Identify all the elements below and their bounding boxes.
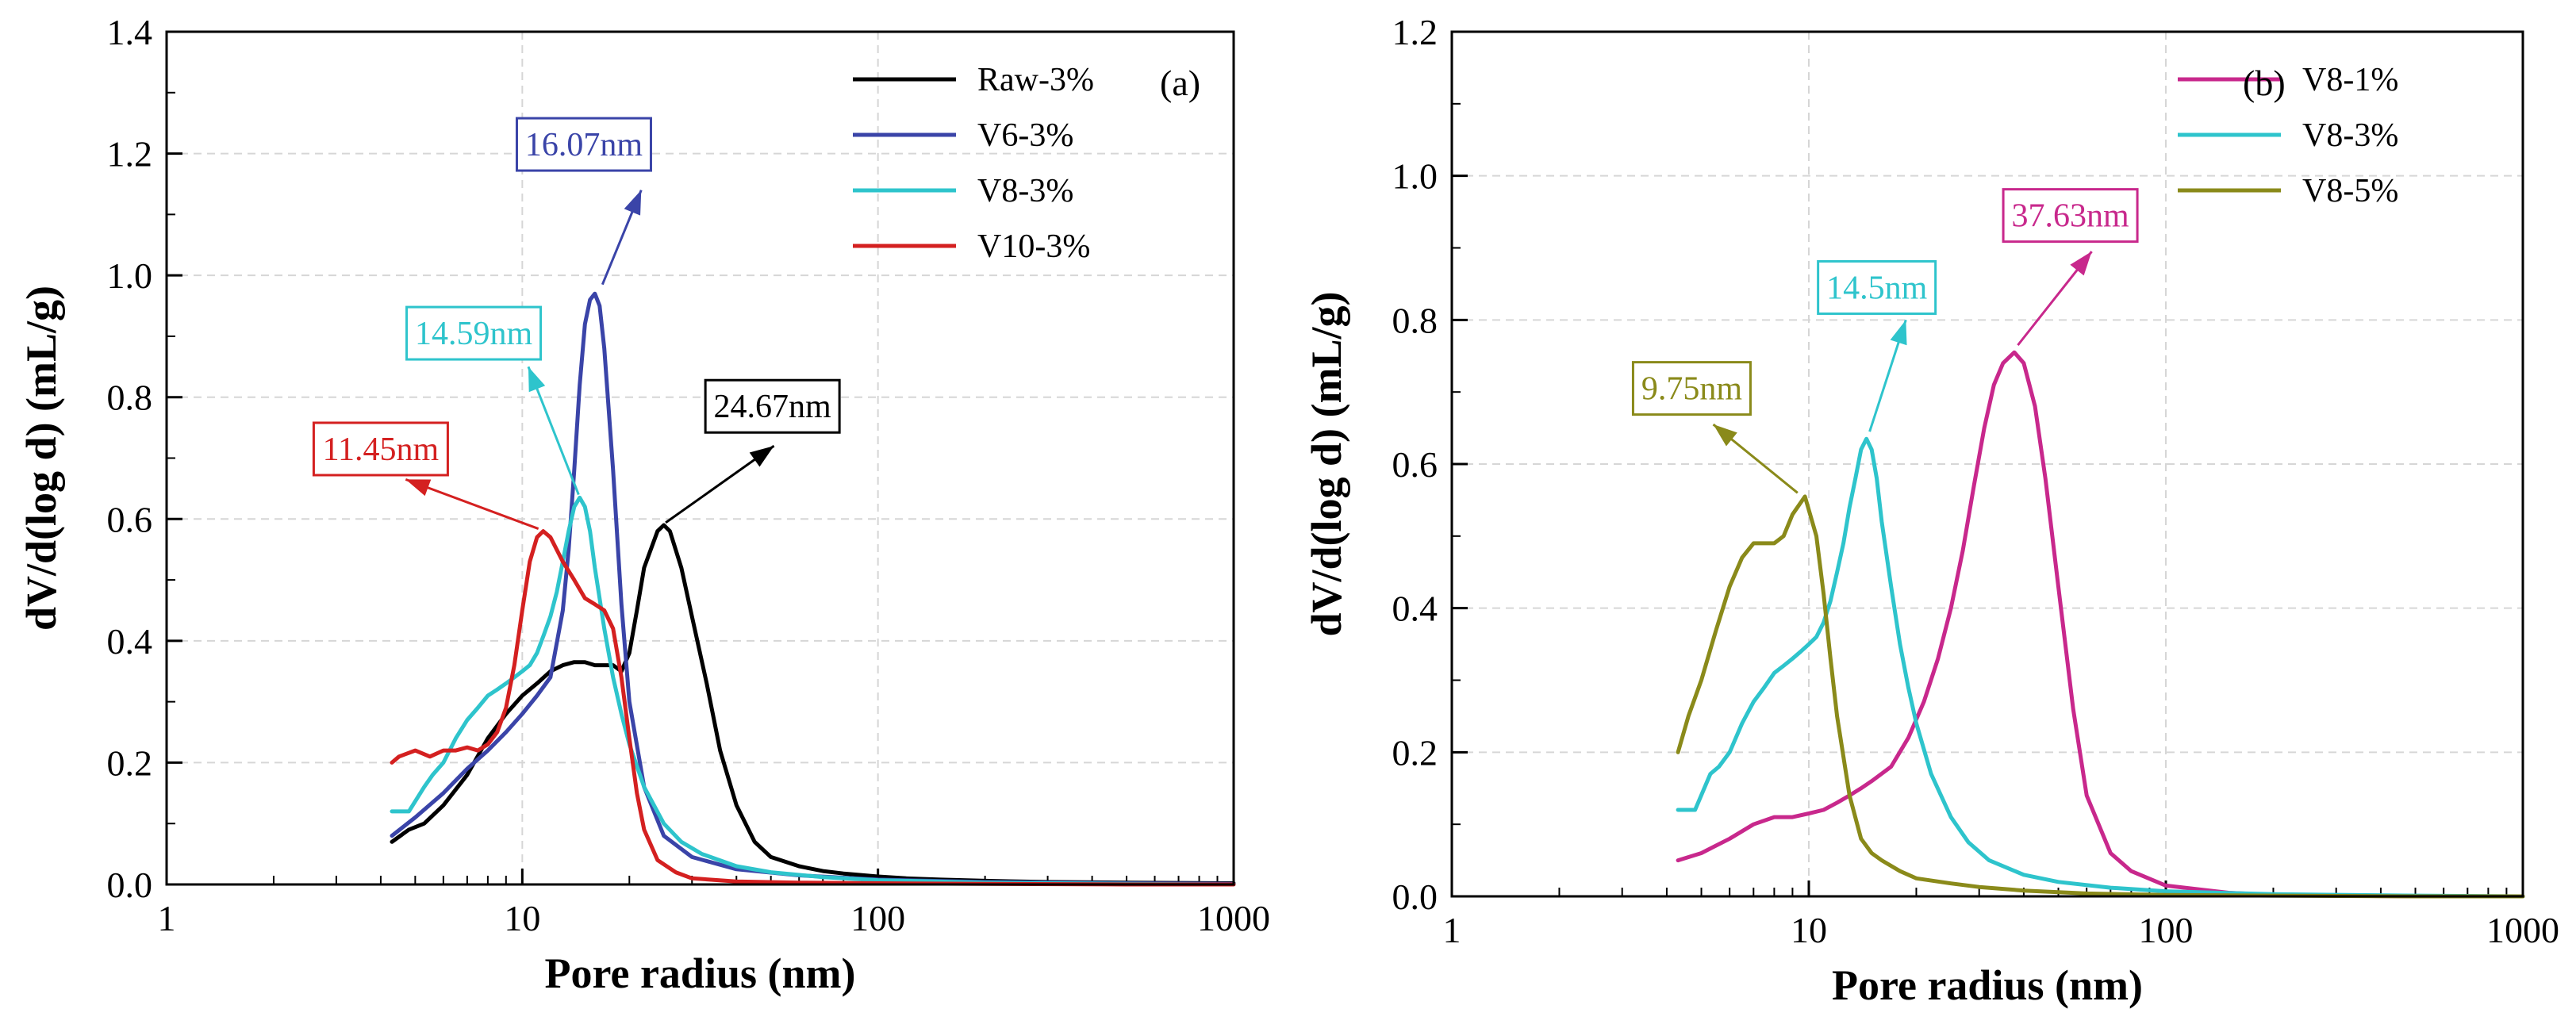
chart-0-x-axis-title: Pore radius (nm) bbox=[545, 950, 856, 997]
chart-1-y-tick-label-1: 0.2 bbox=[1392, 732, 1438, 773]
chart-0-y-tick-label-1: 0.2 bbox=[107, 742, 153, 783]
chart-0-plot-frame bbox=[165, 30, 1235, 886]
chart-1-y-tick-label-6: 1.2 bbox=[1392, 12, 1438, 52]
chart-0-legend-label-2: V8-3% bbox=[977, 173, 1073, 209]
chart-1-series-line-2 bbox=[1676, 494, 2525, 899]
chart-1-annotation-arrowhead-0 bbox=[2070, 251, 2092, 276]
chart-1-x-tick-label-3: 1000 bbox=[2486, 910, 2559, 950]
chart-1-y-axis-title: dV/d(log d) (mL/g) bbox=[1303, 291, 1350, 636]
chart-0-annotation-arrowhead-1 bbox=[528, 366, 546, 393]
chart-1-legend-label-2: V8-5% bbox=[2302, 173, 2398, 209]
chart-0-y-tick-label-7: 1.4 bbox=[107, 12, 153, 52]
chart-1-x-axis-title: Pore radius (nm) bbox=[1832, 961, 2143, 1009]
chart-0-annotation-arrowhead-0 bbox=[624, 190, 642, 216]
chart-0-annotation-arrowhead-2 bbox=[405, 479, 432, 497]
chart-1-legend-label-1: V8-3% bbox=[2302, 117, 2398, 154]
chart-1-annotation-label-2: 9.75nm bbox=[1641, 371, 1743, 408]
chart-1-series-line-1 bbox=[1676, 436, 2525, 899]
chart-0-annotation-box-0 bbox=[515, 117, 652, 172]
chart-0-y-tick-label-3: 0.6 bbox=[107, 499, 153, 539]
chart-0-series-line-3 bbox=[390, 529, 1236, 887]
chart-1-x-tick-label-1: 10 bbox=[1791, 910, 1827, 950]
chart-0-annotation-label-0: 16.07nm bbox=[525, 127, 643, 163]
chart-1-annotation-box-1 bbox=[1817, 259, 1937, 315]
chart-0-legend-label-0: Raw-3% bbox=[977, 62, 1094, 98]
chart-1-annotation-label-0: 37.63nm bbox=[2011, 198, 2129, 235]
chart-1-annotation-arrowhead-1 bbox=[1890, 320, 1907, 346]
chart-0-y-tick-label-0: 0.0 bbox=[107, 865, 153, 905]
chart-0-legend-label-3: V10-3% bbox=[977, 228, 1090, 265]
chart-1-plot-frame bbox=[1450, 30, 2524, 898]
chart-0-x-tick-label-0: 1 bbox=[158, 898, 176, 938]
chart-1-y-tick-label-5: 1.0 bbox=[1392, 156, 1438, 197]
chart-0-annotation-label-3: 24.67nm bbox=[714, 389, 832, 425]
chart-0-series-line-1 bbox=[390, 291, 1236, 886]
chart-0-y-tick-label-5: 1.0 bbox=[107, 255, 153, 296]
chart-0-annotation-box-1 bbox=[405, 305, 543, 361]
chart-1-y-tick-label-3: 0.6 bbox=[1392, 444, 1438, 485]
chart-1-annotation-box-2 bbox=[1631, 361, 1752, 416]
chart-1-x-tick-label-0: 1 bbox=[1443, 910, 1461, 950]
chart-1-panel-label: (b) bbox=[2243, 63, 2286, 103]
chart-1-y-tick-label-2: 0.4 bbox=[1392, 589, 1438, 629]
chart-0-x-tick-label-3: 1000 bbox=[1197, 898, 1270, 938]
chart-0-annotation-label-1: 14.59nm bbox=[415, 316, 533, 352]
chart-0-annotation-box-2 bbox=[312, 421, 449, 477]
chart-1-x-tick-label-2: 100 bbox=[2139, 910, 2194, 950]
chart-0-y-tick-label-4: 0.8 bbox=[107, 378, 153, 418]
chart-0-x-tick-label-2: 100 bbox=[850, 898, 905, 938]
chart-1-legend-label-0: V8-1% bbox=[2302, 62, 2398, 98]
chart-1-y-tick-label-4: 0.8 bbox=[1392, 300, 1438, 340]
chart-1-annotation-label-1: 14.5nm bbox=[1826, 270, 1928, 306]
chart-0-annotation-box-3 bbox=[704, 378, 841, 434]
chart-0-y-axis-title: dV/d(log d) (mL/g) bbox=[17, 286, 65, 631]
chart-1-series-line-0 bbox=[1676, 350, 2525, 899]
chart-0-y-tick-label-2: 0.4 bbox=[107, 621, 153, 662]
chart-0-series-line-0 bbox=[390, 523, 1236, 885]
chart-0-annotation-arrowhead-3 bbox=[749, 446, 774, 467]
chart-0-x-tick-label-1: 10 bbox=[504, 898, 540, 938]
chart-panel-b: 1 10 100 1000 0.0 0.2 0.4 0.6 0.8 1.0 1.2 37.63nm 14… bbox=[1303, 12, 2559, 1009]
chart-0-panel-label: (a) bbox=[1160, 63, 1200, 103]
chart-0-legend-label-1: V6-3% bbox=[977, 117, 1073, 154]
chart-0-annotation-label-2: 11.45nm bbox=[323, 432, 440, 468]
chart-1-annotation-arrowhead-2 bbox=[1713, 424, 1737, 447]
chart-1-y-tick-label-0: 0.0 bbox=[1392, 877, 1438, 917]
chart-0-series-line-2 bbox=[390, 495, 1236, 887]
chart-1-annotation-box-0 bbox=[2002, 188, 2139, 244]
chart-panel-a: 1 10 100 1000 0.0 0.2 0.4 0.6 0.8 1.0 1.2 1.4 16.07n… bbox=[17, 12, 1270, 997]
chart-0-y-tick-label-6: 1.2 bbox=[107, 134, 153, 175]
